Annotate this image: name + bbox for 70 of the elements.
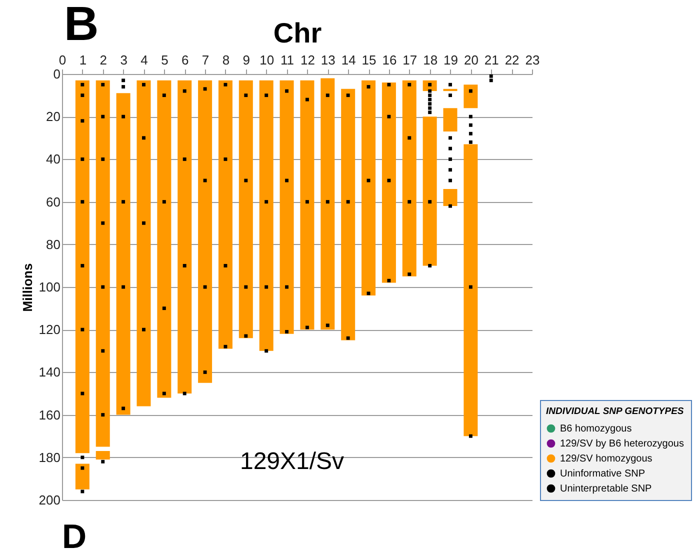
bar	[75, 80, 90, 454]
bar	[157, 80, 172, 398]
x-tick-label: 9	[242, 52, 250, 68]
x-tick-label: 13	[320, 52, 336, 68]
bar	[362, 80, 376, 296]
x-tick-label: 2	[100, 52, 107, 68]
legend-label: 129/SV homozygous	[560, 454, 652, 464]
legend-label: 129/SV by B6 heterozygous	[560, 438, 684, 450]
x-tick-label: 11	[280, 52, 294, 68]
y-tick-label: 160	[38, 407, 60, 422]
bar	[402, 80, 416, 276]
y-tick-label: 120	[38, 322, 60, 338]
y-tick-label: 100	[38, 280, 60, 294]
bar	[116, 93, 130, 415]
x-tick-label: 23	[525, 52, 540, 68]
bar	[382, 82, 396, 283]
legend-label: Uninformative SNP	[560, 468, 646, 480]
x-axis-title: Chr	[273, 18, 322, 48]
annotation: 129X1/Sv	[240, 448, 344, 475]
x-tick-label: 17	[402, 52, 418, 68]
x-tick-label: 22	[504, 52, 520, 68]
bar	[136, 80, 151, 406]
bar	[443, 88, 458, 92]
x-tick-label: 14	[341, 52, 356, 68]
x-tick-label: 20	[464, 52, 478, 68]
bar	[198, 80, 212, 383]
bar	[96, 80, 110, 447]
x-tick-label: 12	[300, 52, 315, 68]
y-tick-label: 80	[46, 236, 60, 252]
bar	[300, 80, 314, 330]
x-tick-label: 15	[362, 52, 376, 68]
x-tick-label: 6	[181, 52, 189, 68]
legend-title: INDIVIDUAL SNP GENOTYPES	[546, 406, 684, 417]
y-tick-label: 0	[53, 66, 60, 82]
bar	[218, 80, 232, 349]
x-tick-label: 18	[423, 52, 438, 68]
y-axis-title: Millions	[20, 263, 35, 312]
x-tick-label: 8	[222, 52, 230, 68]
bar	[443, 189, 458, 206]
bar	[96, 451, 110, 460]
bar	[238, 80, 253, 338]
legend-label: B6 homozygous	[560, 424, 632, 434]
x-tick-label: 7	[202, 52, 210, 68]
y-tick-label: 140	[38, 364, 60, 380]
y-tick-label: 180	[38, 450, 60, 465]
bar	[75, 464, 90, 490]
x-tick-label: 19	[444, 52, 458, 68]
bar	[280, 80, 294, 334]
x-tick-label: 5	[161, 52, 168, 68]
bar	[422, 116, 437, 266]
text: D	[62, 518, 87, 550]
bar	[464, 84, 478, 108]
y-tick-label: 20	[46, 109, 60, 124]
x-tick-label: 16	[382, 52, 397, 68]
y-tick-label: 40	[46, 152, 60, 167]
bar	[443, 108, 458, 132]
y-tick-label: 200	[38, 492, 60, 508]
bar	[464, 144, 478, 436]
legend-label: Uninterpretable SNP	[560, 484, 652, 494]
bar	[320, 78, 335, 330]
text: B	[64, 0, 99, 51]
x-tick-label: 21	[484, 52, 499, 68]
x-tick-label: 3	[120, 52, 128, 68]
bar	[178, 80, 192, 394]
y-tick-label: 60	[46, 194, 60, 210]
x-tick-label: 10	[260, 52, 274, 68]
x-tick-label: 1	[79, 52, 87, 68]
bar	[259, 80, 274, 351]
bar	[341, 88, 356, 340]
x-tick-label: 4	[140, 52, 148, 68]
